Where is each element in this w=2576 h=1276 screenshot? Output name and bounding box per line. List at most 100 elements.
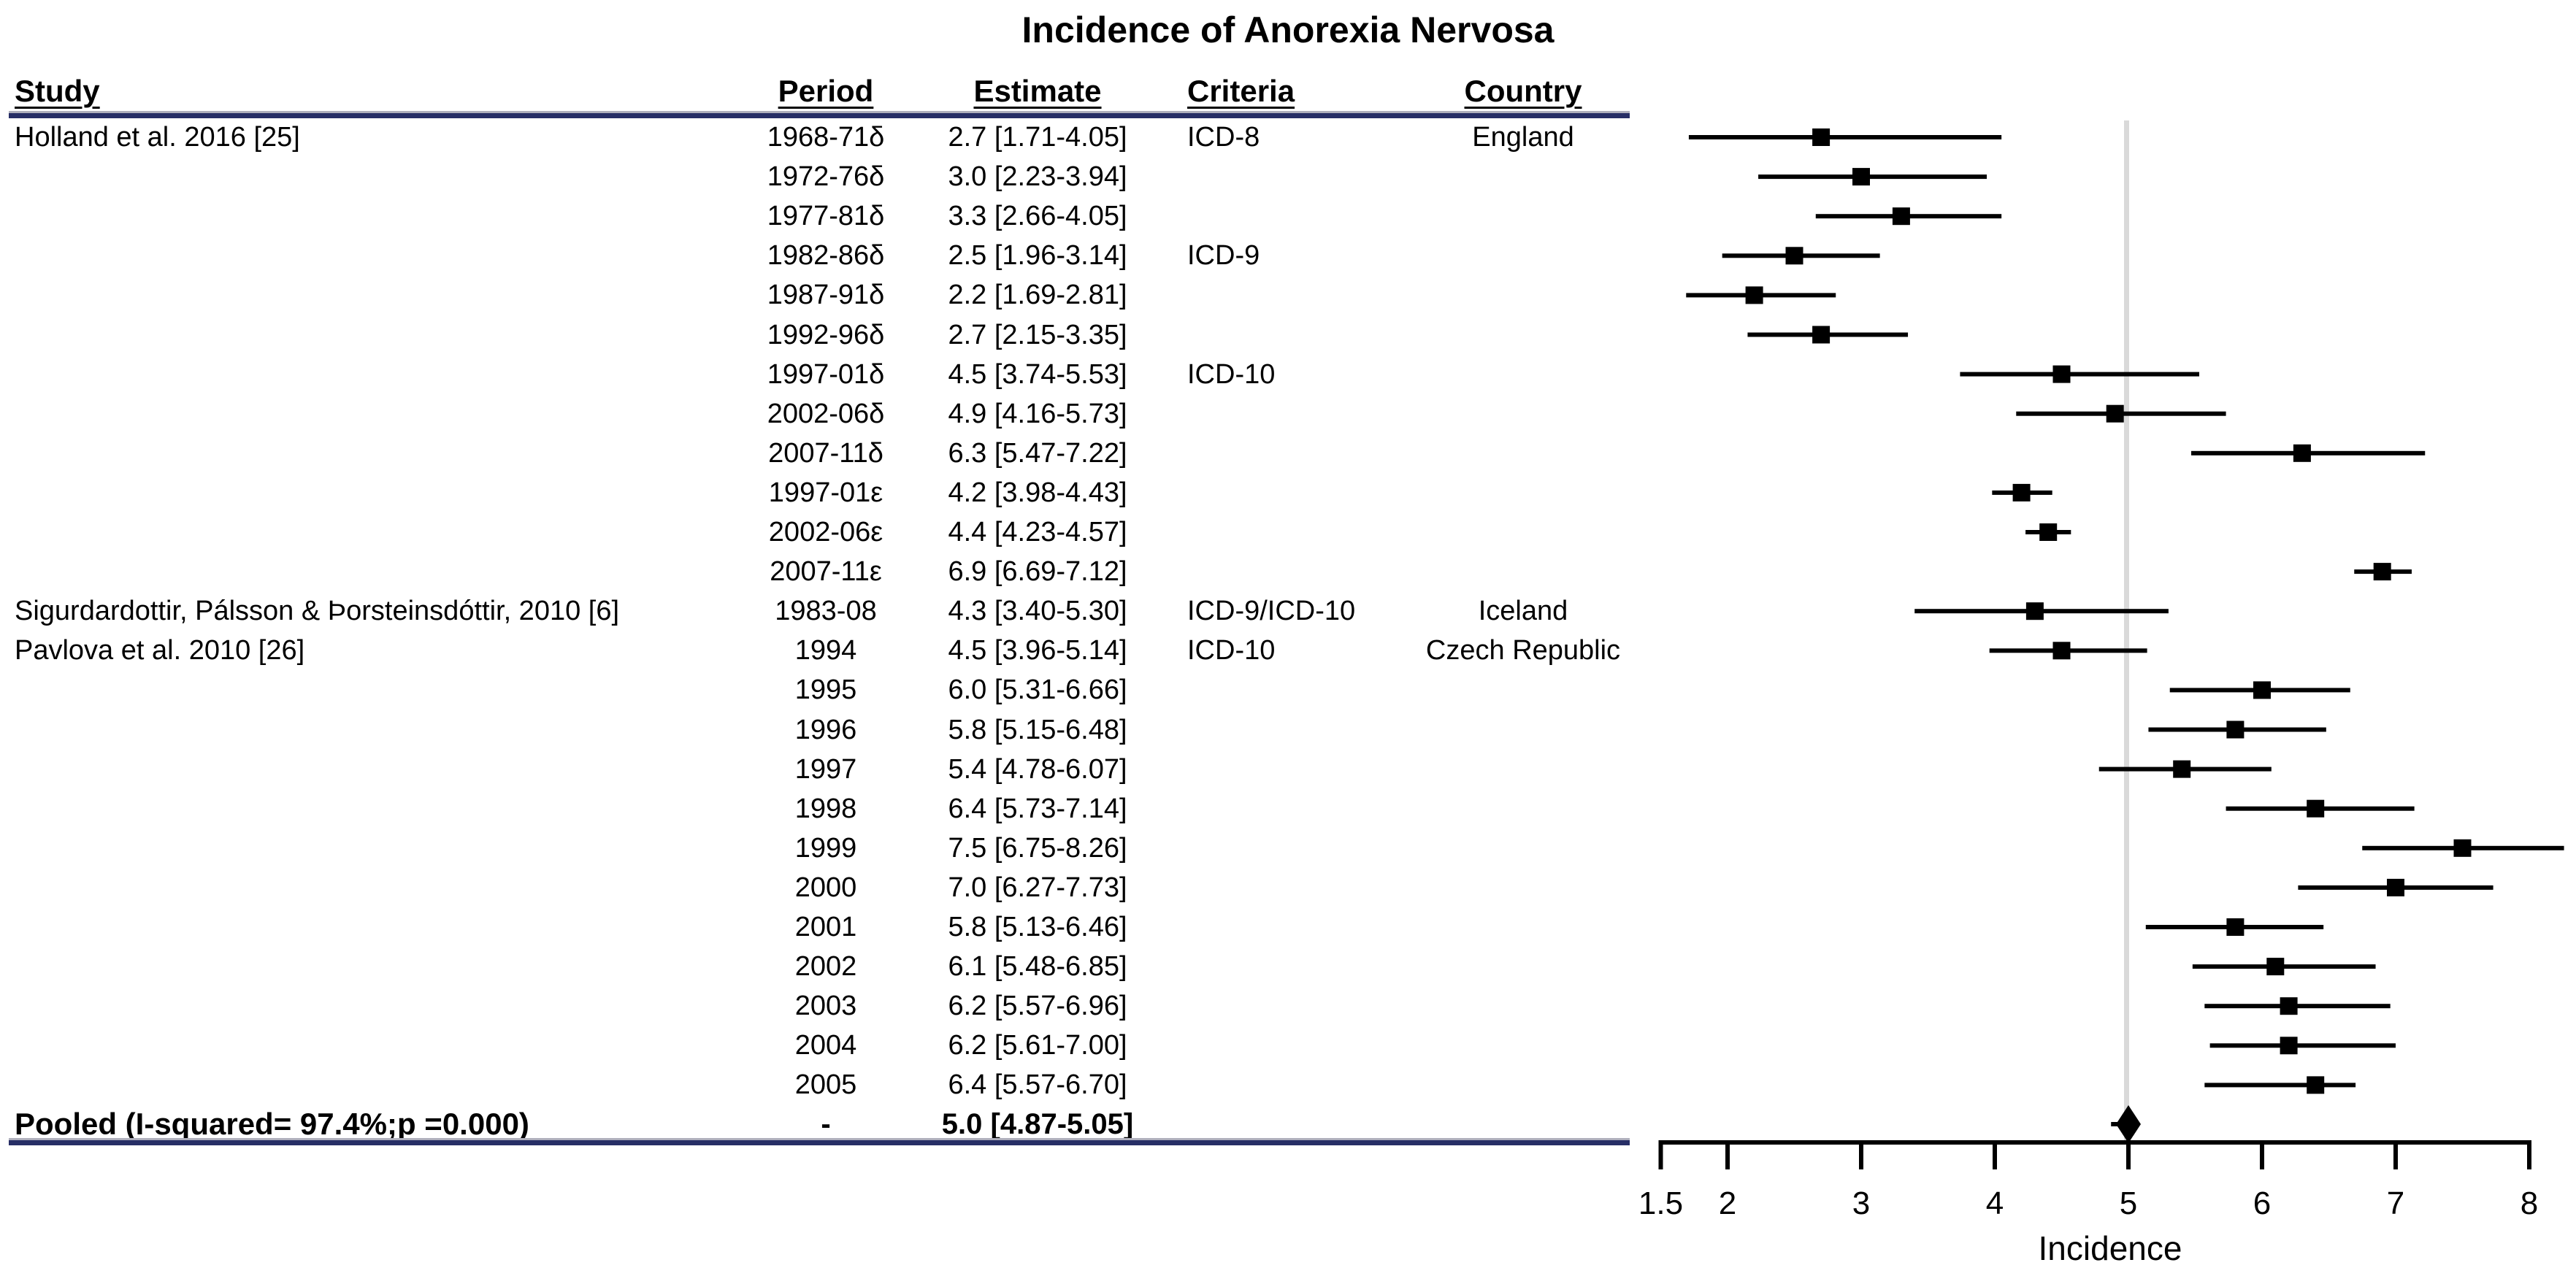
- row-period: 1994: [794, 635, 857, 666]
- row-estimate: 6.3 [5.47-7.22]: [948, 437, 1127, 469]
- row-period: 1999: [794, 832, 857, 864]
- estimate-marker: [2373, 563, 2391, 581]
- row-estimate: 4.4 [4.23-4.57]: [948, 517, 1127, 547]
- estimate-marker: [2387, 878, 2404, 896]
- estimate-marker: [2226, 918, 2245, 936]
- estimate-marker: [1852, 168, 1870, 186]
- row-period: 1968-71δ: [767, 122, 885, 153]
- header-rule: [9, 111, 1630, 118]
- column-header-period: Period: [778, 74, 874, 108]
- x-axis-line: [1658, 1140, 2531, 1145]
- x-axis-tick-label: 5: [2119, 1185, 2138, 1221]
- pooled-period: -: [821, 1108, 831, 1140]
- row-estimate: 6.2 [5.57-6.96]: [948, 991, 1127, 1022]
- estimate-marker: [1785, 247, 1803, 265]
- estimate-marker: [1892, 207, 1910, 226]
- pooled-diamond: [2116, 1105, 2141, 1143]
- row-estimate: 3.3 [2.66-4.05]: [948, 201, 1127, 232]
- estimate-marker: [2307, 799, 2325, 818]
- ci-line: [2204, 1083, 2356, 1088]
- chart-title: Incidence of Anorexia Nervosa: [1021, 9, 1555, 50]
- row-period: 1982-86δ: [767, 240, 885, 272]
- row-period: 1996: [794, 714, 857, 745]
- row-period: 1992-96δ: [767, 319, 885, 350]
- column-header-country: Country: [1464, 74, 1582, 108]
- column-header-criteria: Criteria: [1187, 74, 1295, 108]
- row-estimate: 6.2 [5.61-7.00]: [948, 1030, 1127, 1061]
- x-axis-tick-label: 1.5: [1638, 1185, 1684, 1221]
- estimate-marker: [2266, 958, 2285, 976]
- estimate-marker: [2453, 839, 2472, 857]
- column-header-study: Study: [15, 74, 100, 108]
- row-country: Czech Republic: [1425, 635, 1621, 666]
- footer-rule: [9, 1138, 1630, 1145]
- row-estimate: 4.5 [3.96-5.14]: [948, 635, 1127, 666]
- row-period: 2004: [794, 1030, 857, 1061]
- row-period: 1997-01δ: [767, 358, 885, 390]
- row-period: 2000: [794, 872, 857, 903]
- estimate-marker: [2307, 1076, 2325, 1094]
- row-period: 1983-08: [775, 596, 877, 627]
- ci-line: [1758, 174, 1987, 180]
- row-estimate: 2.5 [1.96-3.14]: [948, 240, 1127, 272]
- row-study: Holland et al. 2016 [25]: [15, 122, 300, 153]
- row-period: 2005: [794, 1069, 857, 1101]
- row-estimate: 4.5 [3.74-5.53]: [948, 358, 1127, 390]
- x-axis-tick-label: 6: [2253, 1185, 2272, 1221]
- estimate-marker: [2106, 404, 2124, 423]
- row-estimate: 6.0 [5.31-6.66]: [948, 674, 1127, 706]
- ci-line: [1688, 135, 2002, 139]
- estimate-marker: [2052, 365, 2071, 383]
- x-axis-tick: [2527, 1140, 2531, 1169]
- row-estimate: 3.0 [2.23-3.94]: [948, 161, 1127, 193]
- row-estimate: 6.9 [6.69-7.12]: [948, 556, 1127, 588]
- row-criteria: ICD-10: [1187, 635, 1276, 666]
- row-study: Pavlova et al. 2010 [26]: [15, 635, 305, 666]
- pooled-estimate: 5.0 [4.87-5.05]: [941, 1108, 1134, 1140]
- row-period: 2007-11ε: [770, 556, 882, 588]
- row-period: 1977-81δ: [767, 201, 885, 232]
- x-axis-tick: [2393, 1140, 2398, 1169]
- x-axis-tick: [1725, 1140, 1730, 1169]
- reference-line: [2124, 120, 2129, 1140]
- estimate-marker: [1812, 128, 1831, 146]
- estimate-marker: [1812, 326, 1831, 344]
- row-period: 2007-11δ: [768, 437, 883, 469]
- estimate-marker: [2226, 720, 2245, 739]
- estimate-marker: [2012, 483, 2031, 501]
- row-criteria: ICD-10: [1187, 358, 1276, 390]
- x-axis-tick: [2126, 1140, 2131, 1169]
- ci-line: [2209, 1043, 2396, 1048]
- x-axis-tick: [1993, 1140, 1997, 1169]
- x-axis-tick-label: 2: [1718, 1185, 1737, 1221]
- row-estimate: 7.0 [6.27-7.73]: [948, 872, 1127, 903]
- row-period: 1972-76δ: [767, 161, 885, 193]
- row-criteria: ICD-8: [1187, 122, 1260, 153]
- x-axis-tick: [2260, 1140, 2264, 1169]
- row-estimate: 6.4 [5.73-7.14]: [948, 793, 1127, 824]
- row-estimate: 5.4 [4.78-6.07]: [948, 753, 1127, 785]
- x-axis-tick: [1859, 1140, 1863, 1169]
- row-estimate: 2.7 [1.71-4.05]: [948, 122, 1127, 153]
- pooled-row-label: Pooled (I-squared= 97.4%;p =0.000): [15, 1107, 529, 1141]
- row-period: 2002-06δ: [767, 398, 885, 429]
- row-period: 2002-06ε: [768, 517, 883, 547]
- x-axis-title: Incidence: [2038, 1229, 2182, 1267]
- row-criteria: ICD-9: [1187, 240, 1260, 272]
- estimate-marker: [2253, 681, 2271, 699]
- estimate-marker: [2039, 523, 2058, 541]
- row-estimate: 2.2 [1.69-2.81]: [948, 280, 1127, 311]
- row-country: Iceland: [1478, 596, 1568, 627]
- ci-line: [1960, 372, 2199, 377]
- row-estimate: 7.5 [6.75-8.26]: [948, 832, 1127, 864]
- row-estimate: 4.2 [3.98-4.43]: [948, 477, 1127, 508]
- estimate-marker: [2025, 602, 2044, 620]
- row-period: 2002: [794, 951, 857, 983]
- x-axis-tick-label: 3: [1852, 1185, 1871, 1221]
- row-period: 2001: [794, 912, 857, 942]
- x-axis-tick: [1658, 1140, 1663, 1169]
- row-criteria: ICD-9/ICD-10: [1187, 596, 1356, 627]
- row-study: Sigurdardottir, Pálsson & Þorsteinsdótti…: [15, 596, 620, 627]
